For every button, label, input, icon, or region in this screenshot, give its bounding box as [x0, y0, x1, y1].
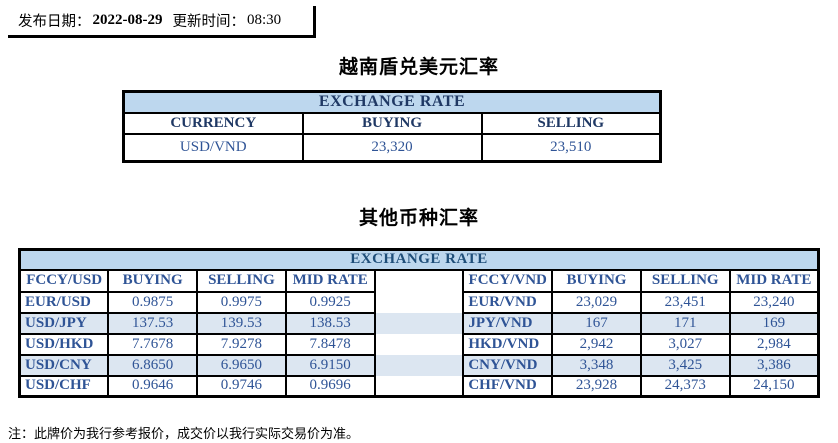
publish-info-box: 发布日期： 2022-08-29 更新时间： 08:30: [8, 6, 316, 38]
table-band-row: EXCHANGE RATE: [18, 248, 820, 271]
mid-rate-cell: 138.53: [284, 311, 376, 335]
update-time-value: 08:30: [247, 12, 282, 28]
spacer-cell: [374, 375, 464, 397]
selling-rate-cell: 23,451: [639, 290, 731, 314]
buying-rate-cell: 167: [551, 311, 642, 335]
currency-pair-cell: USD/VND: [122, 132, 304, 163]
table-header-row: CURRENCY BUYING SELLING: [122, 111, 662, 135]
mid-rate-cell: 23,240: [728, 290, 820, 314]
other-currency-rate-table: EXCHANGE RATE FCCY/USD BUYING SELLING MI…: [18, 248, 820, 398]
buying-rate-cell: 0.9646: [107, 374, 199, 398]
disclaimer-note: 注：此牌价为我行参考报价，成交价以我行实际交易价为准。: [8, 426, 360, 441]
table-row: EUR/USD 0.9875 0.9975 0.9925 EUR/VND 23,…: [18, 290, 820, 314]
col-header-currency: CURRENCY: [122, 111, 304, 135]
currency-pair-cell: JPY/VND: [462, 311, 554, 335]
selling-rate-cell: 0.9975: [196, 290, 287, 314]
mid-rate-cell: 3,386: [728, 353, 820, 377]
selling-rate-cell: 171: [639, 311, 731, 335]
currency-pair-cell: HKD/VND: [462, 332, 554, 356]
spacer-cell: [374, 333, 464, 355]
mid-rate-cell: 0.9696: [284, 374, 376, 398]
selling-rate-cell: 0.9746: [196, 374, 287, 398]
spacer-cell: [374, 312, 464, 334]
currency-pair-cell: USD/CNY: [18, 353, 110, 377]
table-row: USD/CNY 6.8650 6.9650 6.9150 CNY/VND 3,3…: [18, 353, 820, 377]
buying-rate-cell: 6.8650: [107, 353, 199, 377]
col-header-selling: SELLING: [480, 111, 662, 135]
col-header-midrate-usd: MID RATE: [284, 268, 376, 293]
currency-pair-cell: USD/CHF: [18, 374, 110, 398]
mid-rate-cell: 24,150: [728, 374, 820, 398]
table-header-row: FCCY/USD BUYING SELLING MID RATE FCCY/VN…: [18, 268, 820, 293]
col-header-selling-vnd: SELLING: [639, 268, 731, 293]
col-header-buying: BUYING: [301, 111, 483, 135]
table-row: USD/JPY 137.53 139.53 138.53 JPY/VND 167…: [18, 311, 820, 335]
usd-vnd-rate-table: EXCHANGE RATE CURRENCY BUYING SELLING US…: [122, 90, 662, 163]
buying-rate-cell: 0.9875: [107, 290, 199, 314]
col-header-fccy-vnd: FCCY/VND: [462, 268, 554, 293]
spacer-column: [374, 269, 464, 292]
currency-pair-cell: CNY/VND: [462, 353, 554, 377]
selling-rate-cell: 7.9278: [196, 332, 287, 356]
selling-rate-cell: 3,027: [639, 332, 731, 356]
buying-rate-cell: 2,942: [551, 332, 642, 356]
buying-rate-cell: 7.7678: [107, 332, 199, 356]
currency-pair-cell: USD/JPY: [18, 311, 110, 335]
section1-title: 越南盾兑美元汇率: [338, 57, 499, 78]
selling-rate-cell: 6.9650: [196, 353, 287, 377]
publish-date-value: 2022-08-29: [92, 12, 163, 28]
buying-rate-cell: 137.53: [107, 311, 199, 335]
col-header-selling-usd: SELLING: [196, 268, 287, 293]
mid-rate-cell: 2,984: [728, 332, 820, 356]
table-row: USD/HKD 7.7678 7.9278 7.8478 HKD/VND 2,9…: [18, 332, 820, 356]
buying-rate-cell: 3,348: [551, 353, 642, 377]
table-band-row: EXCHANGE RATE: [122, 90, 662, 114]
col-header-buying-vnd: BUYING: [551, 268, 642, 293]
section2-title: 其他币种汇率: [358, 208, 479, 229]
buying-rate-cell: 23,029: [551, 290, 642, 314]
col-header-midrate-vnd: MID RATE: [728, 268, 820, 293]
currency-pair-cell: USD/HKD: [18, 332, 110, 356]
update-time-label: 更新时间：: [172, 14, 246, 30]
exchange-rate-band: EXCHANGE RATE: [122, 90, 662, 114]
selling-rate-cell: 139.53: [196, 311, 287, 335]
selling-rate-cell: 23,510: [480, 132, 662, 163]
spacer-cell: [374, 291, 464, 313]
buying-rate-cell: 23,928: [551, 374, 642, 398]
col-header-buying-usd: BUYING: [107, 268, 199, 293]
mid-rate-cell: 7.8478: [284, 332, 376, 356]
table-row: USD/CHF 0.9646 0.9746 0.9696 CHF/VND 23,…: [18, 374, 820, 398]
mid-rate-cell: 0.9925: [284, 290, 376, 314]
selling-rate-cell: 3,425: [639, 353, 731, 377]
spacer-cell: [374, 354, 464, 376]
mid-rate-cell: 169: [728, 311, 820, 335]
buying-rate-cell: 23,320: [301, 132, 483, 163]
selling-rate-cell: 24,373: [639, 374, 731, 398]
mid-rate-cell: 6.9150: [284, 353, 376, 377]
table-row: USD/VND 23,320 23,510: [122, 132, 662, 163]
exchange-rate-band: EXCHANGE RATE: [18, 248, 820, 271]
publish-date-label: 发布日期：: [18, 14, 91, 30]
currency-pair-cell: EUR/VND: [462, 290, 554, 314]
currency-pair-cell: CHF/VND: [462, 374, 554, 398]
currency-pair-cell: EUR/USD: [18, 290, 110, 314]
col-header-fccy-usd: FCCY/USD: [18, 268, 110, 293]
